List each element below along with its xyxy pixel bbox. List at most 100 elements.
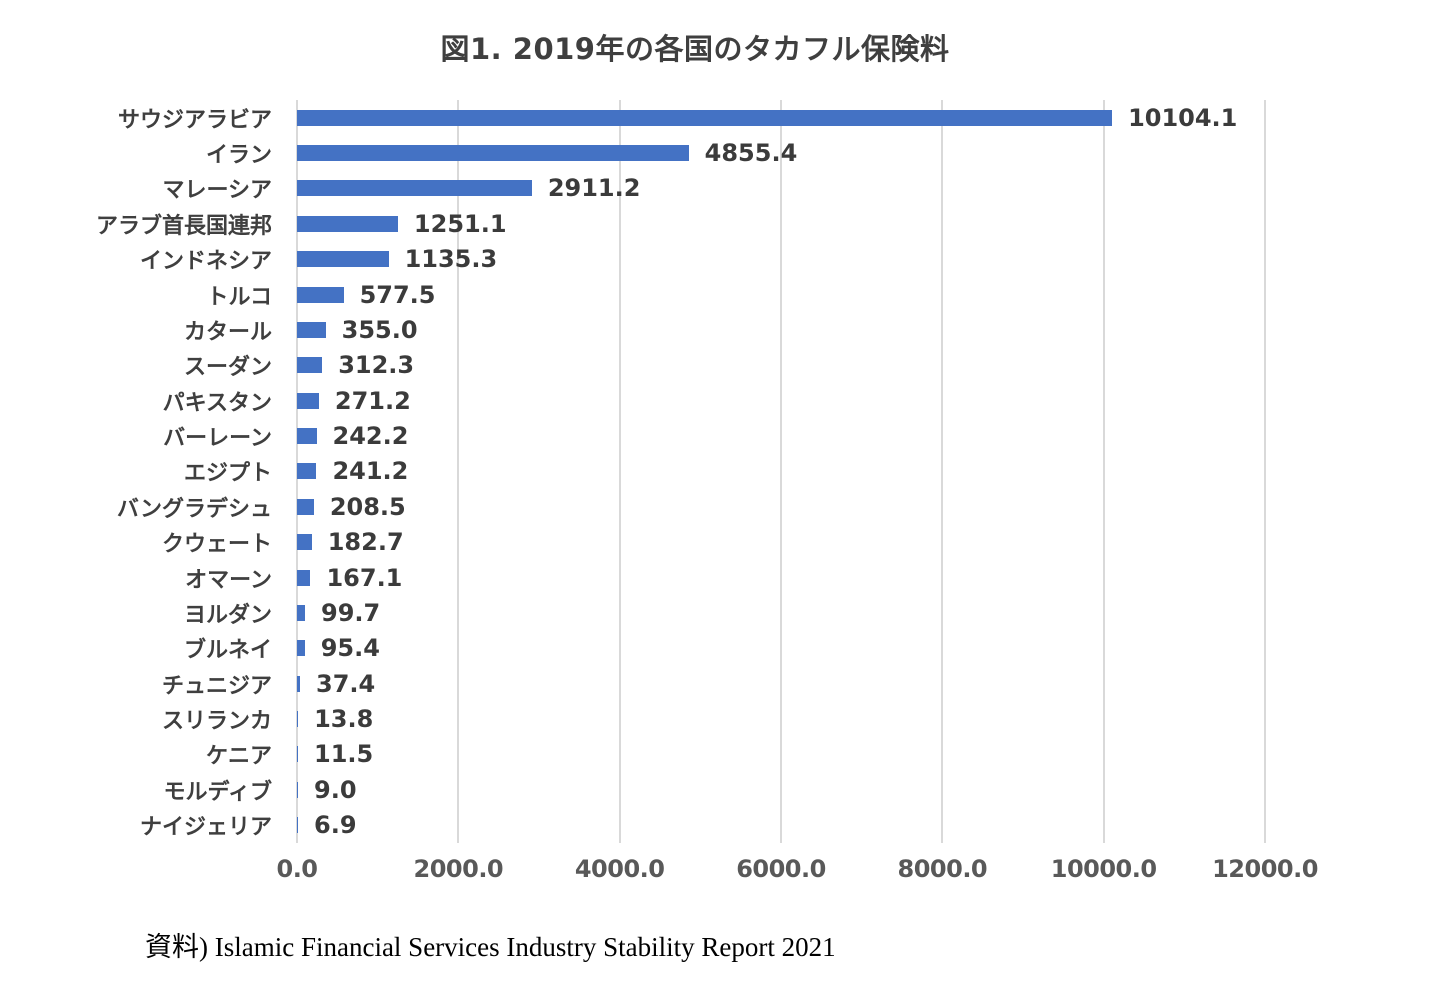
bar bbox=[297, 534, 312, 551]
value-label: 11.5 bbox=[314, 740, 374, 769]
value-label: 355.0 bbox=[341, 315, 418, 344]
bar-row: エジプト 241.2 bbox=[60, 454, 1330, 489]
value-label: 241.2 bbox=[332, 457, 409, 486]
bar-area: 577.5 bbox=[297, 277, 1330, 312]
bar bbox=[297, 463, 317, 480]
bar-area: 1135.3 bbox=[297, 242, 1330, 277]
bar-row: スリランカ 13.8 bbox=[60, 701, 1330, 736]
category-label: チュニジア bbox=[161, 673, 272, 699]
category-label: ケニア bbox=[205, 744, 272, 770]
value-label: 1251.1 bbox=[413, 209, 507, 238]
x-axis-tick-label: 2000.0 bbox=[413, 855, 504, 883]
bar-row: イラン 4855.4 bbox=[60, 135, 1330, 170]
value-label: 271.2 bbox=[334, 386, 411, 415]
category-label: バーレーン bbox=[163, 426, 272, 452]
bar bbox=[297, 640, 305, 657]
bar-area: 9.0 bbox=[297, 772, 1330, 807]
bar bbox=[297, 321, 326, 338]
category-label: クウェート bbox=[161, 532, 272, 558]
x-axis-tick-label: 6000.0 bbox=[736, 855, 826, 883]
bar bbox=[297, 604, 306, 621]
bar-rows: サウジアラビア 10104.1 イラン 4855.4 マレーシア 2911.2 アラブ首長国… bbox=[60, 100, 1330, 843]
bar-area: 6.9 bbox=[297, 808, 1330, 843]
source-note: 資料) Islamic Financial Services Industry … bbox=[145, 932, 836, 962]
bar-area: 271.2 bbox=[297, 383, 1330, 418]
bar-row: アラブ首長国連邦 1251.1 bbox=[60, 206, 1330, 241]
value-label: 182.7 bbox=[327, 528, 404, 557]
bar bbox=[297, 498, 314, 515]
value-label: 2911.2 bbox=[547, 174, 641, 203]
bar bbox=[297, 109, 1113, 126]
value-label: 37.4 bbox=[316, 669, 376, 698]
bar-row: ナイジェリア 6.9 bbox=[60, 808, 1330, 843]
value-label: 4855.4 bbox=[704, 139, 798, 168]
bar-row: クウェート 182.7 bbox=[60, 525, 1330, 560]
bar-area: 167.1 bbox=[297, 560, 1330, 595]
category-label: パキスタン bbox=[162, 390, 272, 416]
bar bbox=[297, 781, 298, 798]
value-label: 242.2 bbox=[332, 422, 409, 451]
bar bbox=[297, 180, 532, 197]
x-axis-tick-label: 4000.0 bbox=[574, 855, 665, 883]
category-label: オマーン bbox=[185, 567, 272, 593]
gridline bbox=[780, 100, 782, 843]
bar bbox=[297, 817, 298, 834]
category-label: サウジアラビア bbox=[117, 107, 272, 133]
bar bbox=[297, 357, 323, 374]
value-label: 1135.3 bbox=[404, 245, 498, 274]
bar-row: ケニア 11.5 bbox=[60, 737, 1330, 772]
category-label: エジプト bbox=[183, 461, 272, 487]
bar-row: インドネシア 1135.3 bbox=[60, 242, 1330, 277]
value-label: 312.3 bbox=[338, 351, 415, 380]
category-label: モルディブ bbox=[163, 779, 272, 805]
bar-row: サウジアラビア 10104.1 bbox=[60, 100, 1330, 135]
bar-area: 182.7 bbox=[297, 525, 1330, 560]
bar-area: 10104.1 bbox=[297, 100, 1330, 135]
bar bbox=[297, 145, 689, 162]
value-label: 95.4 bbox=[320, 634, 380, 663]
gridline bbox=[457, 100, 460, 843]
category-label: マレーシア bbox=[162, 178, 272, 204]
value-label: 10104.1 bbox=[1128, 103, 1238, 132]
x-axis-tick-label: 8000.0 bbox=[897, 855, 988, 883]
bar-row: ヨルダン 99.7 bbox=[60, 595, 1330, 630]
bar bbox=[297, 392, 319, 409]
category-label: バングラデシュ bbox=[116, 496, 272, 522]
bar-area: 355.0 bbox=[297, 312, 1330, 347]
bar-area: 242.2 bbox=[297, 418, 1330, 453]
bar-row: ブルネイ 95.4 bbox=[60, 631, 1330, 666]
bar-row: チュニジア 37.4 bbox=[60, 666, 1330, 701]
bar bbox=[297, 428, 317, 445]
bar bbox=[297, 675, 301, 692]
category-label: インドネシア bbox=[139, 249, 272, 275]
category-label: ヨルダン bbox=[183, 602, 272, 628]
gridline bbox=[618, 100, 621, 843]
bar-area: 312.3 bbox=[297, 348, 1330, 383]
plot-area: サウジアラビア 10104.1 イラン 4855.4 マレーシア 2911.2 アラブ首長国… bbox=[60, 100, 1330, 843]
bar-area: 11.5 bbox=[297, 737, 1330, 772]
bar-area: 4855.4 bbox=[297, 135, 1330, 170]
bar-row: パキスタン 271.2 bbox=[60, 383, 1330, 418]
bar-row: トルコ 577.5 bbox=[60, 277, 1330, 312]
bar-area: 2911.2 bbox=[297, 171, 1330, 206]
category-label: アラブ首長国連邦 bbox=[95, 213, 272, 239]
category-label: カタール bbox=[183, 319, 272, 345]
x-axis-tick-label: 0.0 bbox=[276, 855, 318, 883]
chart-title: 図1. 2019年の各国のタカフル保険料 bbox=[440, 32, 950, 66]
x-axis-tick-label: 10000.0 bbox=[1050, 855, 1157, 883]
bar-row: バーレーン 242.2 bbox=[60, 418, 1330, 453]
bar-area: 37.4 bbox=[297, 666, 1330, 701]
bar-area: 1251.1 bbox=[297, 206, 1330, 241]
bar-row: カタール 355.0 bbox=[60, 312, 1330, 347]
bar-row: オマーン 167.1 bbox=[60, 560, 1330, 595]
x-axis: 0.0 2000.0 4000.0 6000.0 8000.0 10000.0 12000.… bbox=[60, 855, 1330, 891]
gridline bbox=[1264, 100, 1266, 843]
bar bbox=[297, 215, 398, 232]
bar-row: モルディブ 9.0 bbox=[60, 772, 1330, 807]
bar-row: マレーシア 2911.2 bbox=[60, 171, 1330, 206]
value-label: 9.0 bbox=[314, 775, 357, 804]
gridline bbox=[941, 100, 944, 843]
bar-area: 95.4 bbox=[297, 631, 1330, 666]
bar-row: スーダン 312.3 bbox=[60, 348, 1330, 383]
bar-area: 208.5 bbox=[297, 489, 1330, 524]
